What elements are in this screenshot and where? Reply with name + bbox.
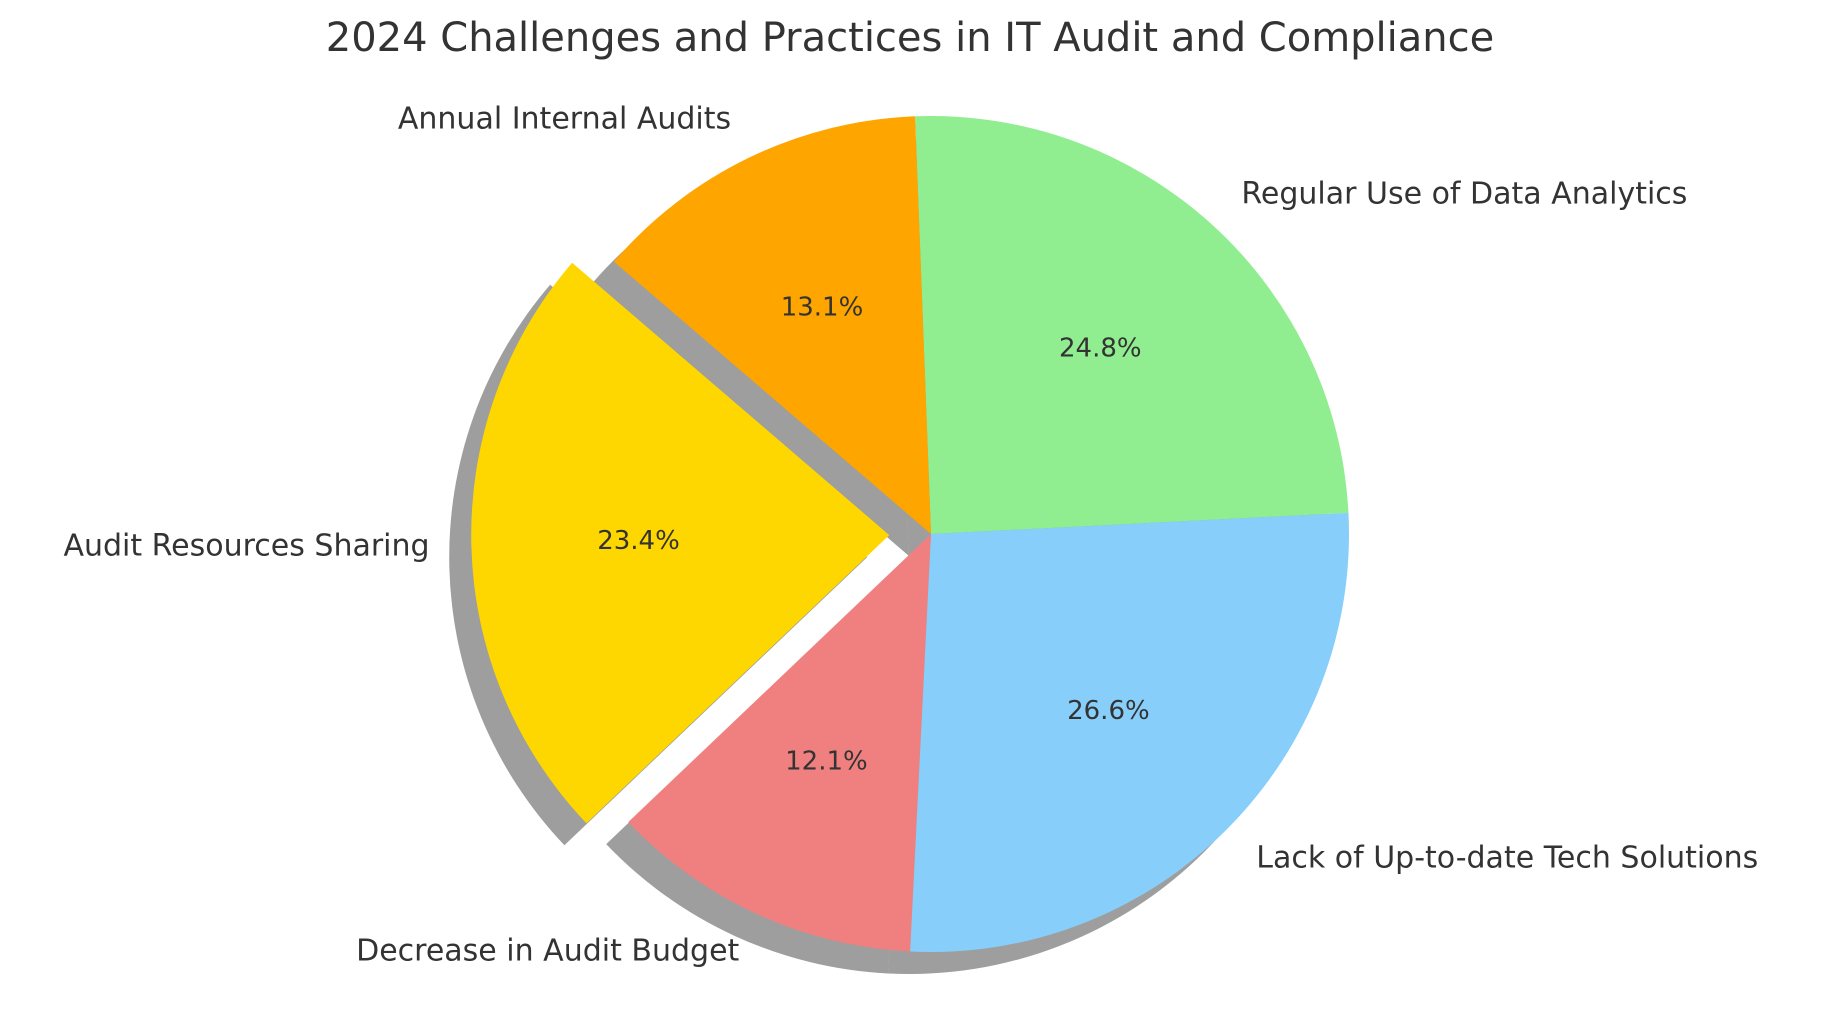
category-label: Regular Use of Data Analytics xyxy=(1241,176,1687,211)
category-label: Lack of Up-to-date Tech Solutions xyxy=(1256,841,1758,876)
pie-slice xyxy=(471,262,890,824)
chart-title: 2024 Challenges and Practices in IT Audi… xyxy=(326,15,1495,61)
pie-slice xyxy=(628,534,931,952)
category-label: Decrease in Audit Budget xyxy=(356,933,739,968)
percent-label: 12.1% xyxy=(785,746,868,776)
percent-label: 26.6% xyxy=(1067,696,1150,726)
pie-slice xyxy=(910,512,1349,952)
pie-slice xyxy=(915,115,1349,534)
category-label: Annual Internal Audits xyxy=(398,101,731,136)
pie-slice xyxy=(613,116,931,535)
percent-label: 24.8% xyxy=(1059,333,1142,363)
percent-label: 13.1% xyxy=(781,293,864,323)
category-label: Audit Resources Sharing xyxy=(63,528,429,563)
percent-label: 23.4% xyxy=(597,526,680,556)
